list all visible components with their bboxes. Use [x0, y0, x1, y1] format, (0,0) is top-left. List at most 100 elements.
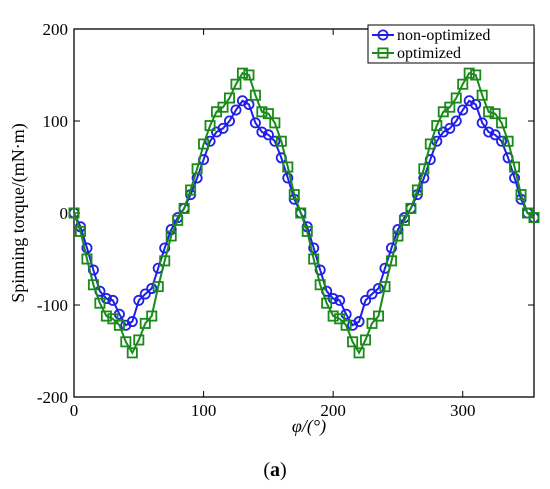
y-tick-label: 0 [60, 204, 69, 223]
data-point-non-optimized [353, 316, 365, 328]
data-point-optimized [295, 207, 307, 219]
data-point-non-optimized [217, 122, 229, 134]
data-point-non-optimized [489, 129, 501, 141]
data-point-optimized [334, 313, 346, 325]
data-point-optimized [126, 347, 138, 359]
data-point-non-optimized [483, 126, 495, 138]
data-point-non-optimized [308, 242, 320, 254]
data-point-optimized [528, 212, 540, 224]
data-point-non-optimized [457, 104, 469, 116]
data-point-optimized [236, 67, 248, 79]
data-point-optimized [139, 317, 151, 329]
data-point-optimized [444, 101, 456, 113]
data-point-non-optimized [450, 115, 462, 127]
series-layer [68, 67, 540, 359]
data-point-optimized [418, 163, 430, 175]
data-point-non-optimized [139, 288, 151, 300]
data-point-optimized [470, 69, 482, 81]
axes-layer: -200 -100 0 100 200 0 100 200 300 [37, 20, 535, 420]
data-point-optimized [198, 138, 210, 150]
legend-label-non-optimized: non-optimized [397, 27, 490, 44]
data-point-optimized [204, 120, 216, 132]
y-axis-title: Spinning torque/(mN·m) [8, 123, 29, 302]
data-point-non-optimized [146, 282, 158, 294]
data-point-optimized [159, 255, 171, 267]
series-optimized [68, 67, 540, 359]
y-tick-label: -100 [37, 296, 68, 315]
data-point-optimized [340, 319, 352, 331]
data-point-non-optimized [81, 242, 93, 254]
data-point-optimized [463, 67, 475, 79]
data-point-non-optimized [223, 115, 235, 127]
data-point-optimized [256, 106, 268, 118]
panel-label-close: ) [280, 459, 287, 481]
data-point-optimized [172, 214, 184, 226]
y-tick-label: 200 [43, 20, 69, 39]
data-point-non-optimized [385, 242, 397, 254]
data-point-optimized [379, 281, 391, 293]
data-point-optimized [120, 336, 132, 348]
series-non-optimized [68, 95, 540, 331]
panel-label-letter: a [270, 459, 280, 481]
data-point-optimized [107, 313, 119, 325]
data-point-optimized [301, 225, 313, 237]
data-point-non-optimized [360, 294, 372, 306]
data-point-optimized [308, 253, 320, 265]
data-point-non-optimized [269, 135, 281, 147]
data-point-non-optimized [159, 242, 171, 254]
data-point-optimized [165, 230, 177, 242]
data-point-optimized [146, 310, 158, 322]
data-point-optimized [496, 117, 508, 129]
data-point-optimized [100, 310, 112, 322]
data-point-optimized [178, 202, 190, 214]
data-point-non-optimized [230, 104, 242, 116]
data-point-optimized [223, 92, 235, 104]
data-point-optimized [398, 214, 410, 226]
data-point-optimized [457, 78, 469, 90]
legend-label-optimized: optimized [397, 45, 461, 62]
data-point-optimized [385, 255, 397, 267]
series-line-optimized [73, 72, 535, 355]
data-point-optimized [275, 135, 287, 147]
data-point-non-optimized [262, 129, 274, 141]
data-point-optimized [373, 310, 385, 322]
data-point-optimized [502, 135, 514, 147]
data-point-non-optimized [334, 294, 346, 306]
data-point-optimized [450, 92, 462, 104]
data-point-optimized [476, 89, 488, 101]
data-point-non-optimized [126, 316, 138, 328]
x-tick-label: 200 [320, 401, 346, 420]
data-point-optimized [282, 161, 294, 173]
data-point-optimized [243, 69, 255, 81]
data-point-optimized [411, 184, 423, 196]
data-point-optimized [81, 253, 93, 265]
y-tick-label: 100 [43, 112, 69, 131]
data-point-optimized [74, 225, 86, 237]
data-point-non-optimized [373, 282, 385, 294]
x-tick-label: 0 [70, 401, 79, 420]
data-point-non-optimized [249, 117, 261, 129]
x-tick-label: 100 [191, 401, 217, 420]
data-point-optimized [87, 279, 99, 291]
data-point-optimized [327, 310, 339, 322]
data-point-non-optimized [444, 122, 456, 134]
data-point-non-optimized [509, 172, 521, 184]
data-point-optimized [133, 334, 145, 346]
data-point-optimized [392, 230, 404, 242]
data-point-optimized [360, 334, 372, 346]
data-point-optimized [509, 161, 521, 173]
panel-label: (a) [263, 459, 286, 481]
legend-box [367, 24, 535, 64]
series-line-non-optimized [73, 99, 535, 327]
x-tick-label: 300 [450, 401, 476, 420]
data-point-optimized [262, 108, 274, 120]
data-point-non-optimized [476, 117, 488, 129]
data-point-non-optimized [496, 135, 508, 147]
data-point-non-optimized [243, 98, 255, 110]
data-point-optimized [489, 108, 501, 120]
data-point-non-optimized [256, 126, 268, 138]
data-point-optimized [483, 106, 495, 118]
data-point-optimized [152, 281, 164, 293]
